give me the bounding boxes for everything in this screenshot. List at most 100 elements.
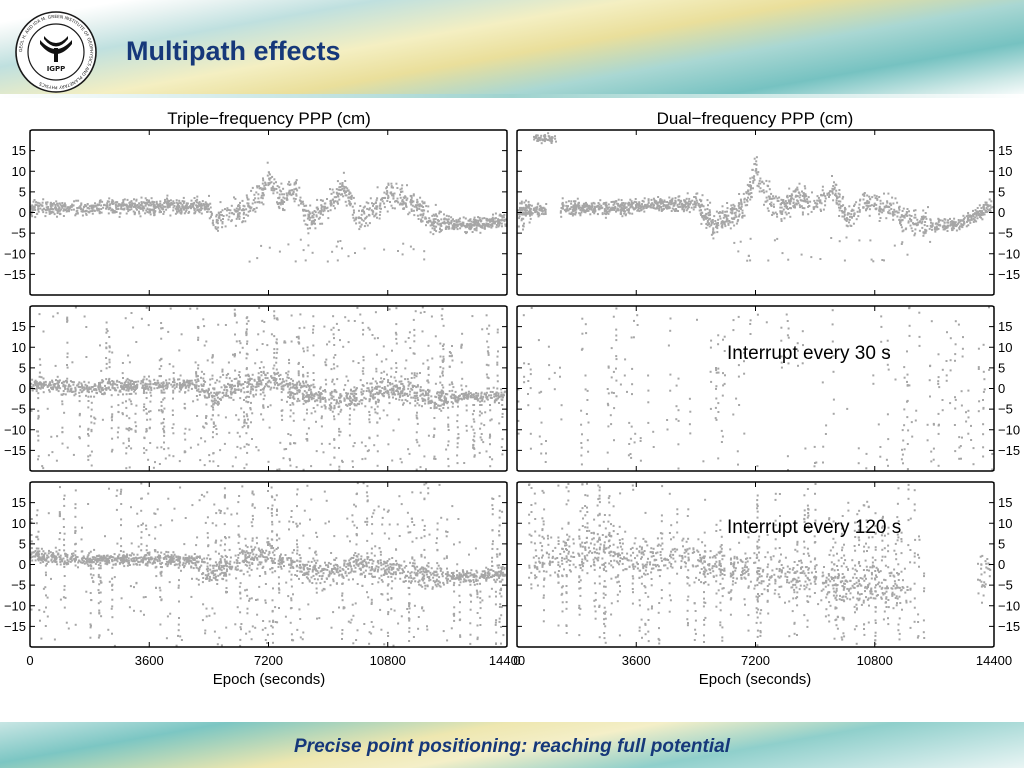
data-point — [368, 208, 370, 211]
data-point — [766, 199, 769, 202]
data-point — [281, 202, 284, 205]
data-point — [86, 390, 89, 393]
data-point — [746, 259, 749, 262]
data-point — [875, 195, 878, 198]
data-point — [455, 400, 458, 403]
data-point — [254, 210, 257, 213]
data-point — [394, 200, 396, 203]
data-point — [330, 192, 333, 195]
data-point — [261, 192, 264, 194]
data-point — [472, 394, 475, 397]
data-point — [406, 378, 409, 381]
data-point — [208, 396, 210, 399]
data-point — [364, 217, 367, 220]
data-point — [228, 212, 231, 215]
data-point — [828, 194, 831, 196]
data-point — [733, 212, 736, 215]
data-point — [655, 207, 658, 210]
data-point — [347, 196, 350, 199]
data-point — [195, 201, 198, 204]
data-point — [833, 186, 836, 189]
data-point — [924, 228, 927, 231]
data-point — [97, 385, 100, 388]
data-point — [857, 215, 860, 218]
data-point — [683, 199, 686, 202]
data-point — [387, 379, 390, 382]
data-point — [80, 208, 82, 210]
data-point — [845, 217, 848, 220]
data-point — [442, 386, 445, 389]
data-point — [94, 202, 96, 205]
data-point — [617, 198, 620, 201]
data-point — [397, 201, 400, 204]
data-point — [752, 177, 755, 180]
data-point — [710, 222, 713, 225]
data-point — [362, 390, 365, 393]
data-point — [180, 386, 183, 389]
data-point — [31, 215, 34, 218]
data-point — [285, 198, 288, 201]
data-point — [416, 391, 419, 394]
data-point — [831, 175, 833, 177]
data-point — [840, 205, 842, 208]
data-point — [551, 136, 554, 139]
data-point — [931, 224, 934, 227]
data-point — [266, 377, 269, 380]
data-point — [426, 221, 428, 224]
data-point — [127, 384, 130, 387]
data-point — [631, 212, 634, 215]
data-point — [310, 392, 312, 395]
data-point — [618, 204, 621, 207]
data-point — [575, 206, 578, 208]
data-point — [472, 428, 475, 431]
data-point — [351, 390, 354, 393]
data-point — [791, 194, 794, 197]
data-point — [717, 224, 720, 227]
data-point — [289, 397, 292, 399]
data-point — [892, 218, 895, 221]
data-point — [268, 246, 271, 249]
data-point — [270, 386, 273, 389]
data-point — [351, 401, 353, 404]
data-point — [581, 206, 584, 209]
data-point — [733, 205, 736, 208]
data-point — [801, 195, 804, 197]
data-point — [145, 209, 148, 212]
data-point — [797, 191, 800, 194]
data-point — [970, 216, 973, 219]
data-point — [461, 398, 463, 401]
data-point — [31, 204, 34, 207]
data-point — [485, 395, 488, 398]
data-point — [876, 197, 879, 200]
data-point — [831, 192, 834, 195]
data-point — [249, 209, 252, 212]
data-point — [51, 381, 54, 384]
data-point — [397, 250, 399, 252]
data-point — [830, 237, 833, 239]
data-point — [203, 204, 206, 207]
data-point — [636, 202, 638, 205]
data-point — [367, 387, 370, 390]
data-point — [400, 382, 403, 385]
data-point — [73, 394, 76, 397]
data-point — [798, 196, 801, 199]
data-point — [610, 201, 613, 203]
data-point — [470, 396, 472, 399]
data-point — [596, 213, 599, 216]
data-point — [114, 203, 117, 206]
data-point — [635, 206, 637, 209]
data-point — [815, 205, 818, 208]
data-point — [252, 199, 255, 202]
data-point — [412, 200, 415, 203]
data-point — [530, 211, 533, 214]
data-point — [400, 375, 403, 378]
data-point — [494, 217, 497, 220]
data-point — [121, 208, 124, 211]
data-point — [645, 207, 648, 209]
data-point — [869, 204, 872, 207]
data-point — [450, 221, 453, 224]
data-point — [427, 398, 430, 401]
data-point — [801, 190, 803, 193]
data-point — [33, 206, 36, 208]
data-point — [429, 231, 432, 234]
